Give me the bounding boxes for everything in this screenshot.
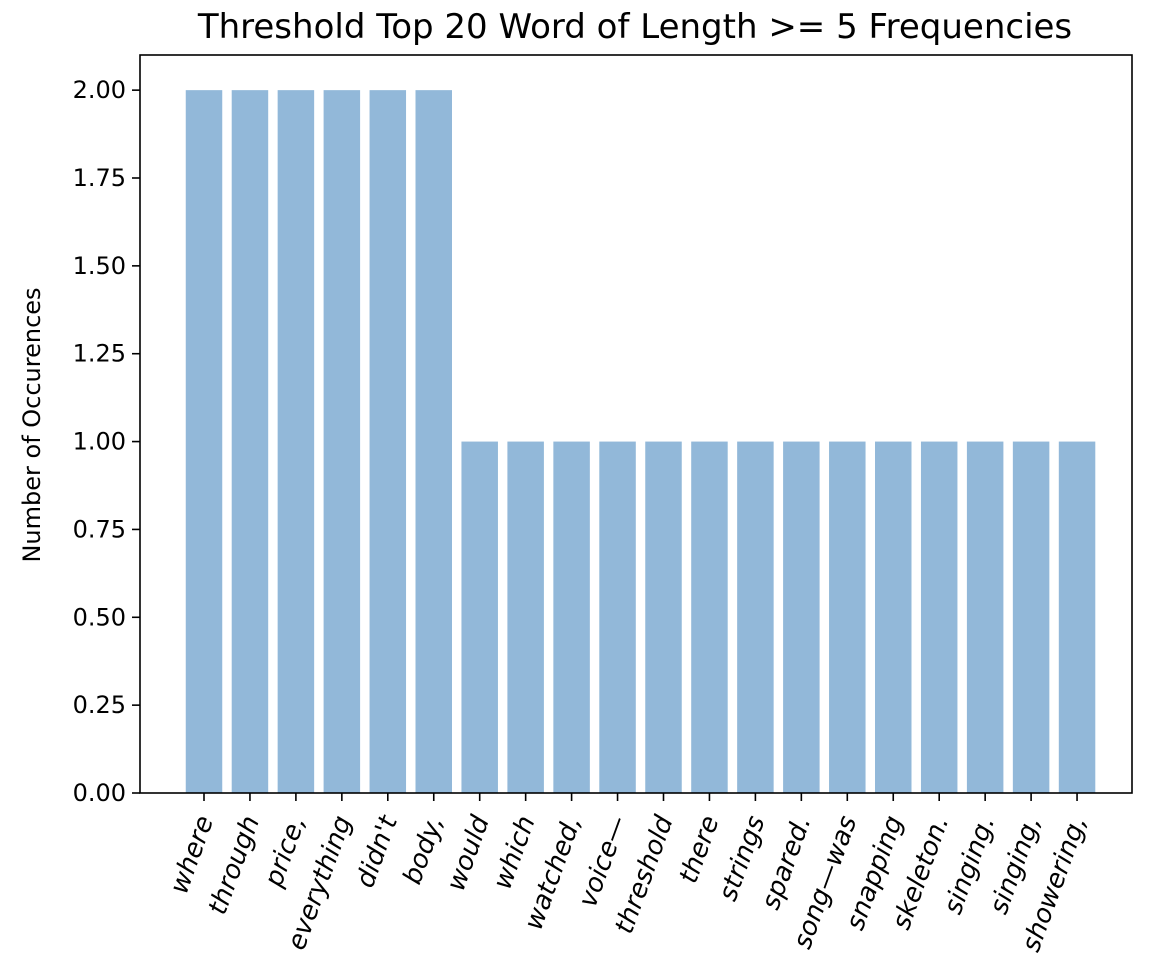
- bar-7: [507, 441, 544, 793]
- x-tick-label: there: [674, 812, 726, 887]
- bar-1: [231, 90, 269, 793]
- x-tick-label: didn't: [350, 811, 404, 892]
- bar-12: [737, 441, 774, 793]
- bar-5: [415, 90, 452, 793]
- bar-10: [645, 441, 682, 793]
- y-axis-label: Number of Occurences: [18, 287, 46, 562]
- y-axis-ticks: 0.00 0.25 0.50 0.75 1.00 1.25 1.50 1.75 2.00: [73, 76, 140, 807]
- bar-15: [875, 441, 912, 793]
- y-tick-label: 0.75: [73, 515, 126, 543]
- x-axis-ticks: wherethroughprice,everythingdidn'tbody,w…: [164, 793, 1093, 956]
- bar-9: [599, 441, 636, 793]
- bar-6: [461, 441, 498, 793]
- y-tick-label: 2.00: [73, 76, 126, 104]
- bar-19: [1058, 441, 1096, 793]
- x-tick-label: body,: [398, 812, 450, 889]
- bar-11: [691, 441, 728, 793]
- bar-14: [829, 441, 866, 793]
- bar-16: [920, 441, 958, 793]
- chart-title: Threshold Top 20 Word of Length >= 5 Fre…: [197, 7, 1072, 47]
- bar-17: [966, 441, 1004, 793]
- bar-2: [277, 90, 315, 793]
- y-tick-label: 1.50: [73, 252, 126, 280]
- y-tick-label: 1.25: [73, 340, 126, 368]
- axes-frame: [139, 54, 1133, 794]
- bar-3: [323, 90, 361, 793]
- bar-4: [369, 90, 407, 793]
- bar-0: [185, 90, 223, 793]
- bars-group: [185, 90, 1096, 793]
- bar-13: [783, 441, 820, 793]
- y-tick-label: 1.00: [73, 428, 126, 456]
- x-tick-label: price,: [259, 812, 312, 892]
- bar-18: [1012, 441, 1050, 793]
- bar-8: [553, 441, 590, 793]
- y-tick-label: 0.25: [73, 691, 126, 719]
- y-tick-label: 0.50: [73, 603, 126, 631]
- y-tick-label: 1.75: [73, 164, 126, 192]
- y-tick-label: 0.00: [73, 779, 126, 807]
